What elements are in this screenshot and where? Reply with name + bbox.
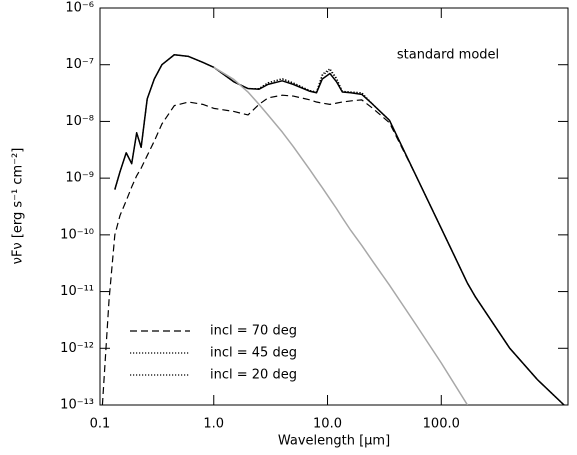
series-line [213,66,469,405]
x-axis-label: Wavelength [μm] [278,434,390,449]
legend-label: incl = 70 deg [210,324,297,339]
x-tick-label: 0.1 [90,417,111,432]
y-axis-label: νFν [erg s⁻¹ cm⁻²] [11,148,26,265]
x-tick-label: 10.0 [313,417,342,432]
x-tick-label: 1.0 [203,417,224,432]
plot-lines [101,53,565,405]
y-tick-label: 10⁻⁶ [65,1,94,16]
plot-frame [99,7,569,406]
y-tick-label: 10⁻⁸ [65,114,94,129]
series-line [114,54,565,405]
y-tick-label: 10⁻¹¹ [60,284,94,299]
legend-label: incl = 20 deg [210,368,297,383]
annotation: standard model [397,48,499,63]
y-tick-label: 10⁻⁹ [65,171,94,186]
y-tick-label: 10⁻¹⁰ [60,227,94,242]
series-line [114,53,565,405]
y-tick-label: 10⁻¹² [60,341,94,356]
y-tick-label: 10⁻¹³ [60,398,94,413]
y-tick-label: 10⁻⁷ [65,57,94,72]
x-tick-label: 100.0 [423,417,460,432]
series-line [114,54,565,405]
legend-label: incl = 45 deg [210,346,297,361]
series-line [101,94,565,405]
